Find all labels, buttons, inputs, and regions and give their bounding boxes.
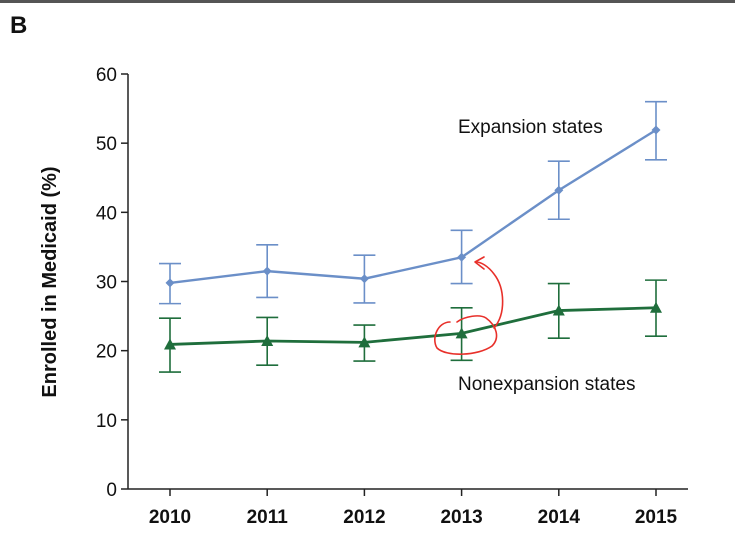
series-line (169, 129, 657, 285)
y-ticks: 0 10 20 30 40 50 60 (96, 65, 128, 501)
data-point (552, 304, 565, 316)
y-tick-label: 10 (96, 411, 117, 432)
x-tick-label: 2014 (538, 507, 581, 528)
y-tick-label: 0 (106, 480, 117, 501)
x-tick-label: 2011 (247, 507, 289, 528)
y-axis-title: Enrolled in Medicaid (%) (39, 166, 61, 397)
data-point (359, 274, 369, 284)
series-nonexpansion (159, 279, 667, 373)
x-tick-label: 2010 (149, 507, 191, 528)
series-label-expansion: Expansion states (458, 117, 603, 138)
data-point (164, 338, 176, 350)
top-rule (0, 0, 735, 3)
series-label-nonexpansion: Nonexpansion states (458, 374, 635, 395)
arrowhead (474, 256, 485, 270)
x-tick-label: 2013 (440, 507, 482, 528)
data-point (261, 334, 274, 346)
data-point (651, 125, 661, 135)
data-point (262, 266, 272, 276)
y-tick-label: 20 (96, 342, 117, 363)
data-point (554, 185, 564, 195)
y-tick-label: 30 (96, 273, 117, 294)
x-tick-label: 2012 (343, 507, 385, 528)
series-layer (159, 100, 667, 373)
series-expansion (159, 100, 667, 305)
y-tick-label: 50 (96, 134, 117, 155)
hand-drawn-circle (434, 315, 498, 355)
series-line (169, 306, 657, 346)
axes (127, 74, 688, 490)
data-point (455, 327, 468, 339)
panel-label: B (10, 12, 28, 39)
y-tick-label: 40 (96, 203, 117, 224)
x-tick-label: 2015 (635, 507, 678, 528)
y-tick-label: 60 (96, 65, 117, 86)
x-ticks: 2010 2011 2012 2013 2014 2015 (149, 489, 678, 528)
data-point (358, 336, 371, 348)
hand-drawn-arrow (475, 261, 504, 329)
data-point (650, 301, 662, 313)
data-point (457, 252, 467, 262)
annotation-layer (434, 256, 504, 355)
data-point (165, 278, 175, 288)
